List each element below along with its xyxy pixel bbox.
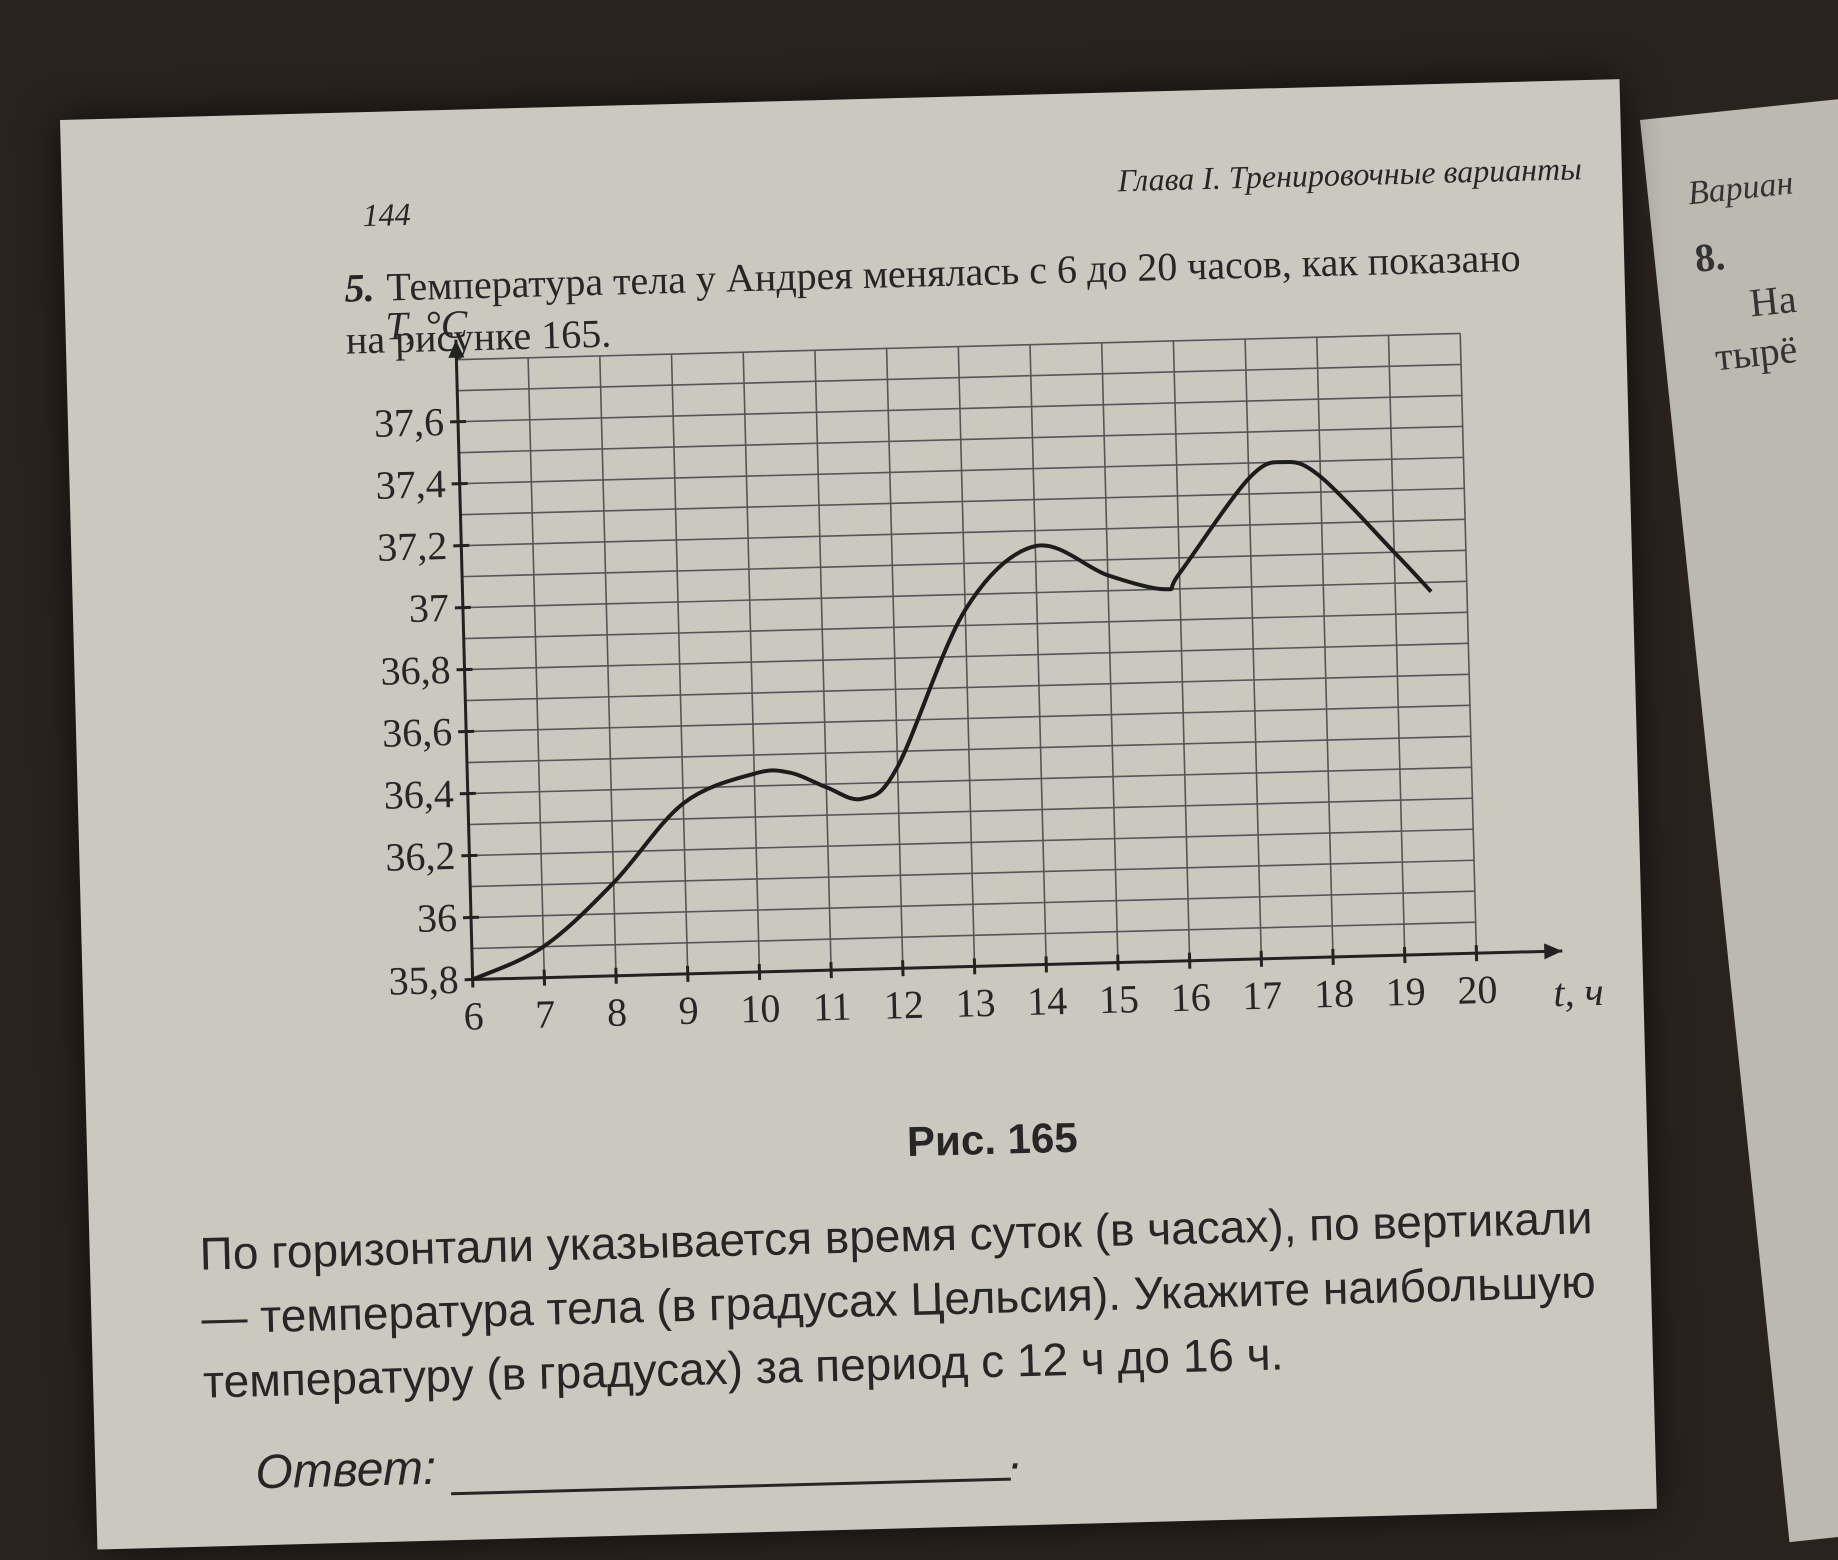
y-tick-label: 36,8 [380,647,451,694]
answer-line: Ответ:. [255,1425,1024,1500]
grid-line-horizontal [461,518,1466,547]
grid-line-horizontal [462,580,1467,609]
y-axis-label: T, °C [385,301,469,348]
next-page: Вариан 8. На тырё [1640,92,1838,1543]
grid-line-horizontal [466,735,1471,764]
next-page-item-text-2: тырё [1712,325,1800,380]
grid-line-horizontal [462,549,1466,578]
y-tick-label: 36 [416,895,457,941]
y-tick-label: 36,4 [383,771,454,818]
grid-line-horizontal [456,332,1461,361]
grid-line-horizontal [460,487,1465,516]
grid-line-horizontal [471,921,1476,950]
x-tick-label: 9 [678,988,699,1034]
y-tick-label: 36,2 [385,833,456,880]
x-axis-label: t, ч [1553,969,1604,1015]
y-tick-label: 37,2 [377,523,448,570]
grid-line-horizontal [458,394,1462,423]
x-tick-label: 8 [606,989,627,1035]
x-tick-label: 20 [1457,967,1498,1013]
x-tick-label: 17 [1242,972,1283,1018]
grid-line-horizontal [470,859,1475,888]
x-tick-label: 11 [812,984,852,1030]
running-head: Глава I. Тренировочные варианты [1117,150,1583,199]
x-tick-label: 7 [535,991,556,1037]
y-tick-label: 36,6 [382,709,453,756]
x-tick-label: 18 [1313,970,1354,1016]
y-tick-label: 37,6 [373,399,444,446]
grid-line-horizontal [463,611,1468,640]
next-page-item-text: На [1747,275,1799,326]
grid-line-horizontal [470,890,1475,919]
body-text: По горизонтали указывается время суток (… [199,1191,1597,1408]
grid-line-horizontal [466,704,1470,733]
next-page-item-number: 8. [1692,233,1727,281]
grid-line-horizontal [465,673,1470,702]
y-tick-label: 35,8 [388,957,459,1004]
grid-line-horizontal [457,363,1462,392]
x-tick-label: 14 [1027,978,1068,1024]
grid-line-horizontal [458,425,1463,454]
figure-caption: Рис. 165 [906,1113,1079,1166]
x-tick-label: 13 [955,980,996,1026]
y-tick-label: 37,4 [375,461,446,508]
y-tick-label: 37 [408,585,449,631]
x-axis-arrow [1544,943,1563,960]
y-axis [454,339,475,980]
grid-line-horizontal [464,642,1469,671]
answer-dot: . [1009,1426,1025,1480]
x-tick-label: 15 [1098,976,1139,1022]
y-axis-arrow [448,339,465,358]
x-tick-label: 6 [463,993,484,1039]
x-tick-label: 16 [1170,974,1211,1020]
page-number: 144 [362,195,412,234]
grid-line-horizontal [468,797,1473,826]
book-page: 144 Глава I. Тренировочные варианты 5. Те… [60,79,1657,1550]
x-tick-label: 19 [1385,969,1426,1015]
x-tick-label: 12 [883,982,924,1028]
next-page-header: Вариан [1686,164,1795,213]
answer-blank[interactable] [449,1437,1011,1496]
x-axis [472,949,1563,981]
grid-line-horizontal [469,828,1474,857]
temperature-curve [471,459,1433,982]
answer-label: Ответ: [254,1441,437,1500]
grid-line-horizontal [467,766,1472,795]
temperature-chart: 6 7 8 9 10 11 12 13 14 15 16 17 18 19 20 35,8 36 36,2 36,4… [373,301,1604,1039]
x-tick-label: 10 [740,985,781,1031]
